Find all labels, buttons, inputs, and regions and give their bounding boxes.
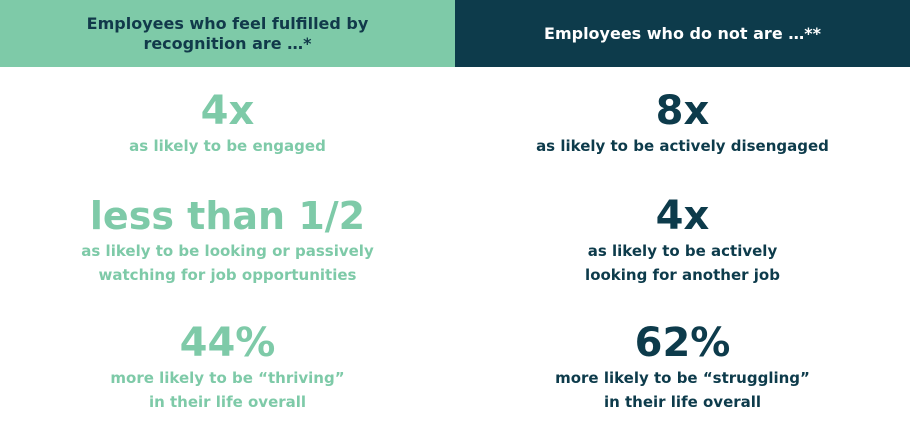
unfulfilled-stat-struggling: 62% more likely to be “struggling” in th… bbox=[455, 320, 910, 414]
stat-description: as likely to be actively disengaged bbox=[536, 137, 829, 155]
stat-value: less than 1/2 bbox=[89, 194, 366, 238]
unfulfilled-header: Employees who do not are …** bbox=[455, 0, 910, 67]
stat-value: 8x bbox=[655, 88, 710, 134]
stat-value: 4x bbox=[655, 193, 710, 239]
stat-value: 44% bbox=[179, 320, 276, 366]
stat-value: 62% bbox=[634, 320, 731, 366]
fulfilled-stat-engaged: 4x as likely to be engaged bbox=[0, 88, 455, 158]
fulfilled-header: Employees who feel fulfilled by recognit… bbox=[0, 0, 455, 67]
fulfilled-employees-column: Employees who feel fulfilled by recognit… bbox=[0, 0, 455, 414]
stat-description: as likely to be actively looking for ano… bbox=[585, 242, 780, 284]
stat-description: more likely to be “struggling” in their … bbox=[555, 369, 810, 411]
unfulfilled-employees-column: Employees who do not are …** 8x as likel… bbox=[455, 0, 910, 425]
stat-description: as likely to be engaged bbox=[129, 137, 326, 155]
fulfilled-stat-thriving: 44% more likely to be “thriving” in thei… bbox=[0, 320, 455, 414]
stat-description: as likely to be looking or passively wat… bbox=[81, 242, 374, 284]
stat-value: 4x bbox=[200, 88, 255, 134]
unfulfilled-stat-job-search: 4x as likely to be actively looking for … bbox=[455, 193, 910, 287]
unfulfilled-stat-disengaged: 8x as likely to be actively disengaged bbox=[455, 88, 910, 158]
fulfilled-stat-job-search: less than 1/2 as likely to be looking or… bbox=[0, 193, 455, 287]
stat-description: more likely to be “thriving” in their li… bbox=[110, 369, 345, 411]
